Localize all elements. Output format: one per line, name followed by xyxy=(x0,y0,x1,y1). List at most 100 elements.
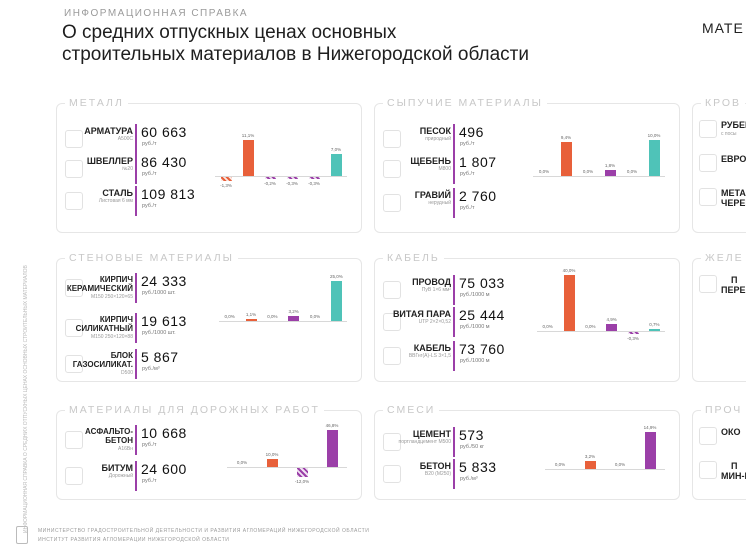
price-unit: руб./1000 м xyxy=(460,292,490,298)
panel-bulk: СЫПУЧИЕ МАТЕРИАЛЫ ПЕСОК природный 496 руб./т… xyxy=(374,97,680,233)
material-name: ПРОВОД xyxy=(412,277,451,287)
price-unit: руб./т xyxy=(142,478,157,484)
material-label: АСФАЛЬТО- БЕТОН А16Вн xyxy=(85,427,133,452)
accent-line xyxy=(135,186,137,216)
price-change-chart: 0,0% 1,1% 0,0% 3,2% 0,0% 25,0% xyxy=(219,259,347,381)
material-spec: М800 xyxy=(438,166,451,172)
panel-title: СЫПУЧИЕ МАТЕРИАЛЫ xyxy=(383,97,547,109)
price-unit: руб./т xyxy=(142,442,157,448)
chart-value-label: -0,2% xyxy=(264,181,276,186)
material-name: ВИТАЯ ПАРА xyxy=(392,309,451,319)
material-label: ЦЕМЕНТ портландцемент М500 xyxy=(399,429,451,453)
accent-line xyxy=(453,275,455,305)
chart-baseline xyxy=(227,467,347,468)
chart-value-label: 7,0% xyxy=(330,146,342,152)
panel-title: КАБЕЛЬ xyxy=(383,252,444,264)
accent-line xyxy=(135,124,137,154)
panel-walls: СТЕНОВЫЕ МАТЕРИАЛЫ КИРПИЧ КЕРАМИЧЕСКИЙ М150… xyxy=(56,252,362,382)
chart-baseline xyxy=(215,176,347,177)
price-unit: руб./т xyxy=(142,171,157,177)
material-name: КАБЕЛЬ xyxy=(413,343,451,353)
material-name: АСФАЛЬТО- xyxy=(85,427,133,436)
price-unit: руб./1000 шт. xyxy=(142,290,176,296)
chart-value-label: 0,0% xyxy=(585,324,596,329)
chart-value-label: -12,0% xyxy=(294,479,310,485)
material-spec: с посы xyxy=(721,131,737,137)
material-spec: нерудный xyxy=(428,200,451,206)
material-spec: Листовая 6 мм xyxy=(98,198,133,204)
chart-bar xyxy=(308,177,320,179)
material-name: БЕТОН xyxy=(419,461,451,471)
accent-line xyxy=(135,349,137,379)
chart-value-label: -0,3% xyxy=(286,181,298,186)
chart-bar xyxy=(644,431,656,469)
page-title: О средних отпускных ценах основных строи… xyxy=(62,22,662,66)
accent-line xyxy=(453,427,455,457)
material-icon xyxy=(65,130,83,148)
footer-line-1: МИНИСТЕРСТВО ГРАДОСТРОИТЕЛЬНОЙ ДЕЯТЕЛЬНО… xyxy=(38,528,370,534)
material-price: 25 444 xyxy=(459,307,505,323)
material-label: ЩЕБЕНЬ М800 xyxy=(405,156,451,180)
material-name: МИН-ВА xyxy=(721,471,746,481)
material-name: БЛОК xyxy=(110,351,133,360)
panel-concrete: ЖЕЛЕ ППЕРЕКР xyxy=(692,252,746,382)
price-change-chart: 0,0% 3,2% 0,0% 14,9% xyxy=(545,411,665,499)
material-spec: UTP 2×2×0,52 xyxy=(418,319,451,325)
chart-value-label: 0,0% xyxy=(582,169,594,174)
price-change-chart: 0,0% 40,0% 0,0% 4,9% -0,3% 0,7% xyxy=(537,259,665,381)
chart-value-label: 0,0% xyxy=(554,462,566,467)
chart-bar xyxy=(560,142,572,176)
panel-title: ПРОЧ xyxy=(701,404,746,416)
material-label: КАБЕЛЬ ВВГнг(А)-LS 3×1,5 xyxy=(405,343,451,367)
material-label: ВИТАЯ ПАРА UTP 2×2×0,52 xyxy=(393,309,451,333)
price-change-chart: 0,0% 9,4% 0,0% 1,8% 0,0% 10,0% xyxy=(533,104,665,232)
material-price: 24 333 xyxy=(141,273,187,289)
material-spec: Дорожный xyxy=(108,473,133,479)
material-name: АРМАТУРА xyxy=(84,126,133,136)
price-unit: руб./т xyxy=(460,141,475,147)
accent-line xyxy=(453,188,455,218)
accent-line xyxy=(135,461,137,491)
material-spec: ПуВ 1×6 мм² xyxy=(421,287,451,293)
material-name: ОКО xyxy=(721,427,741,437)
material-name: КИРПИЧ xyxy=(99,315,133,324)
page-kicker: ИНФОРМАЦИОННАЯ СПРАВКА xyxy=(64,8,249,19)
chart-value-label: 0,0% xyxy=(224,314,235,319)
material-name: РУБЕР xyxy=(721,120,746,130)
chart-value-label: 0,0% xyxy=(614,462,626,467)
chart-bar xyxy=(288,315,300,321)
panel-title: СТЕНОВЫЕ МАТЕРИАЛЫ xyxy=(65,252,238,264)
chart-bar xyxy=(245,319,257,321)
chart-baseline xyxy=(545,469,665,470)
material-icon xyxy=(65,192,83,210)
chart-value-label: 0,0% xyxy=(267,314,278,319)
material-icon xyxy=(383,465,401,483)
material-price: 573 xyxy=(459,427,484,443)
chart-bar xyxy=(220,177,232,182)
material-icon xyxy=(383,313,401,331)
material-icon xyxy=(65,160,83,178)
chart-bar xyxy=(563,275,575,331)
material-price: 24 600 xyxy=(141,461,187,477)
material-spec: №20 xyxy=(122,166,133,172)
chart-value-label: 0,0% xyxy=(538,169,550,174)
price-change-chart: -1,3% 11,1% -0,2% -0,3% -0,3% 7,0% xyxy=(215,104,347,232)
material-icon xyxy=(65,467,83,485)
material-name: П xyxy=(731,461,738,471)
chart-bar xyxy=(242,140,254,176)
accent-line xyxy=(135,154,137,184)
material-label: БИТУМ Дорожный xyxy=(87,463,133,487)
material-label: ГРАВИЙ нерудный xyxy=(405,190,451,214)
accent-line xyxy=(135,313,137,343)
material-name: ГАЗОСИЛИКАТ. xyxy=(72,360,133,369)
accent-line xyxy=(453,124,455,154)
material-spec: М150 250×120×88 xyxy=(91,334,133,340)
material-icon xyxy=(65,431,83,449)
chart-baseline xyxy=(533,176,665,177)
footer-logo xyxy=(16,526,28,544)
material-name: ШВЕЛЛЕР xyxy=(86,156,133,166)
page-title-line-1: О средних отпускных ценах основных xyxy=(62,22,397,43)
chart-value-label: 0,0% xyxy=(542,324,553,329)
panel-title: ЖЕЛЕ xyxy=(701,252,746,264)
brand-label: МАТЕ xyxy=(702,20,744,36)
